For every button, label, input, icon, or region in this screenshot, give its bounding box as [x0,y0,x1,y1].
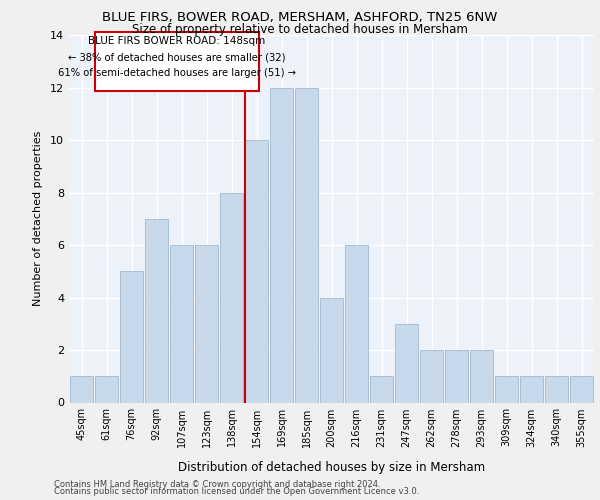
Text: 61% of semi-detached houses are larger (51) →: 61% of semi-detached houses are larger (… [58,68,296,78]
Bar [170,245,193,402]
Text: Contains public sector information licensed under the Open Government Licence v3: Contains public sector information licen… [54,488,419,496]
Bar [545,376,568,402]
Text: BLUE FIRS BOWER ROAD: 148sqm: BLUE FIRS BOWER ROAD: 148sqm [89,36,266,46]
X-axis label: Distribution of detached houses by size in Mersham: Distribution of detached houses by size … [178,460,485,473]
Text: Size of property relative to detached houses in Mersham: Size of property relative to detached ho… [132,22,468,36]
Bar [445,350,469,403]
Bar [520,376,544,402]
Bar [145,219,169,402]
Bar [494,376,518,402]
Bar [344,245,368,402]
Bar [194,245,218,402]
Bar [395,324,418,402]
Bar [470,350,493,403]
Bar [220,192,244,402]
Bar [569,376,593,402]
Text: ← 38% of detached houses are smaller (32): ← 38% of detached houses are smaller (32… [68,52,286,62]
Bar [320,298,343,403]
Bar [295,88,319,403]
Bar [245,140,268,402]
Bar [370,376,394,402]
Bar [70,376,94,402]
Bar [419,350,443,403]
Bar [119,271,143,402]
Text: Contains HM Land Registry data © Crown copyright and database right 2024.: Contains HM Land Registry data © Crown c… [54,480,380,489]
Bar [269,88,293,403]
FancyBboxPatch shape [95,32,259,92]
Bar [95,376,118,402]
Y-axis label: Number of detached properties: Number of detached properties [33,131,43,306]
Text: BLUE FIRS, BOWER ROAD, MERSHAM, ASHFORD, TN25 6NW: BLUE FIRS, BOWER ROAD, MERSHAM, ASHFORD,… [103,12,497,24]
